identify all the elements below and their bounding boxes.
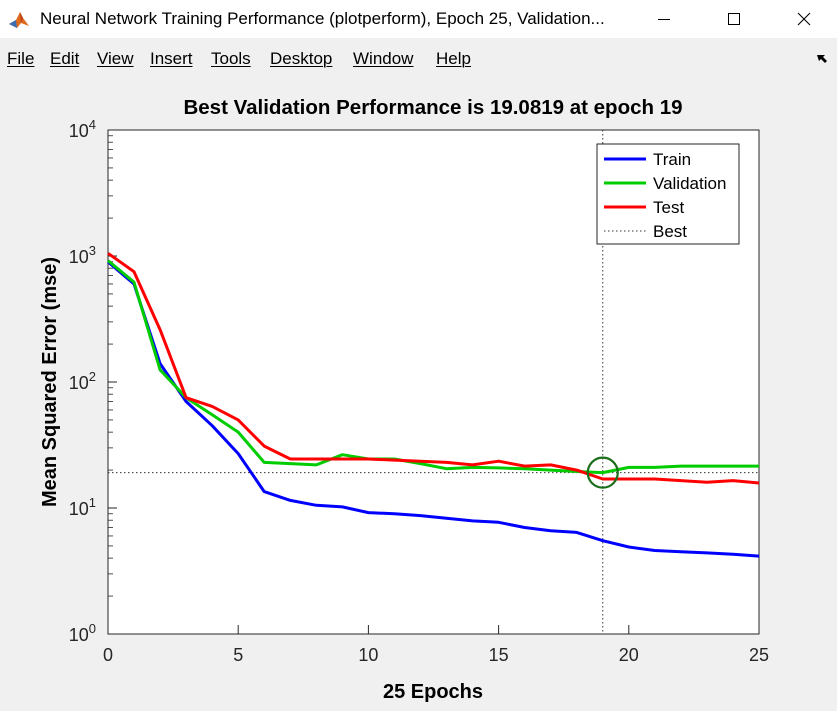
y-tick-label: 104 [69,117,96,141]
menu-view[interactable]: View [97,49,134,68]
best-marker-circle [586,456,619,489]
validation-line [107,259,759,475]
legend-train-label: Train [653,150,691,169]
y-tick-exponent: 4 [89,117,96,132]
y-tick-base: 10 [69,247,89,267]
y-tick-base: 10 [69,121,89,141]
x-tick-label: 15 [489,645,509,665]
maximize-icon [728,13,740,25]
train-line [107,260,760,558]
data-series [107,130,760,634]
y-tick-exponent: 1 [89,495,96,510]
menu-desktop[interactable]: Desktop [270,49,333,68]
menu-insert[interactable]: Insert [150,49,193,68]
menu-edit[interactable]: Edit [50,49,80,68]
x-tick-label: 0 [103,645,113,665]
close-button[interactable] [776,0,832,38]
legend-box [596,143,740,245]
menu-help[interactable]: Help [436,49,471,68]
dock-arrow-icon[interactable] [815,53,829,65]
legend: Train Validation Test Best [596,143,740,245]
y-tick-base: 10 [69,499,89,519]
maximize-button[interactable] [706,0,762,38]
y-tick-base: 10 [69,625,89,645]
y-tick-label: 102 [69,369,96,393]
y-tick-exponent: 0 [89,621,96,636]
minimize-button[interactable] [636,0,692,38]
menu-file[interactable]: File [7,49,35,68]
matlab-icon [9,12,29,28]
menu-window[interactable]: Window [353,49,414,68]
legend-test-label: Test [653,198,684,217]
chart-title: Best Validation Performance is 19.0819 a… [183,96,682,119]
close-icon [797,12,811,26]
x-tick-label: 20 [619,645,639,665]
x-tick-label: 10 [358,645,378,665]
y-tick-base: 10 [69,373,89,393]
x-tick-label: 25 [749,645,769,665]
plot-area: Best Validation Performance is 19.0819 a… [0,76,837,706]
minimize-icon [658,19,670,20]
performance-chart: Best Validation Performance is 19.0819 a… [39,96,769,703]
title-bar: Neural Network Training Performance (plo… [0,0,837,38]
x-tick-label: 5 [233,645,243,665]
y-tick-label: 100 [69,621,96,645]
y-tick-label: 103 [69,243,96,267]
test-line [107,252,760,485]
y-tick-label: 101 [69,495,96,519]
menu-tools[interactable]: Tools [211,49,251,68]
menu-bar: File Edit View Insert Tools Desktop Wind… [0,38,837,76]
y-axis-label: Mean Squared Error (mse) [39,257,61,507]
y-tick-exponent: 2 [89,369,96,384]
legend-best-label: Best [653,222,687,241]
y-tick-exponent: 3 [89,243,96,258]
axes-box [107,129,760,635]
x-axis-label: 25 Epochs [383,681,483,703]
legend-validation-label: Validation [653,174,726,193]
window-title: Neural Network Training Performance (plo… [40,9,605,28]
